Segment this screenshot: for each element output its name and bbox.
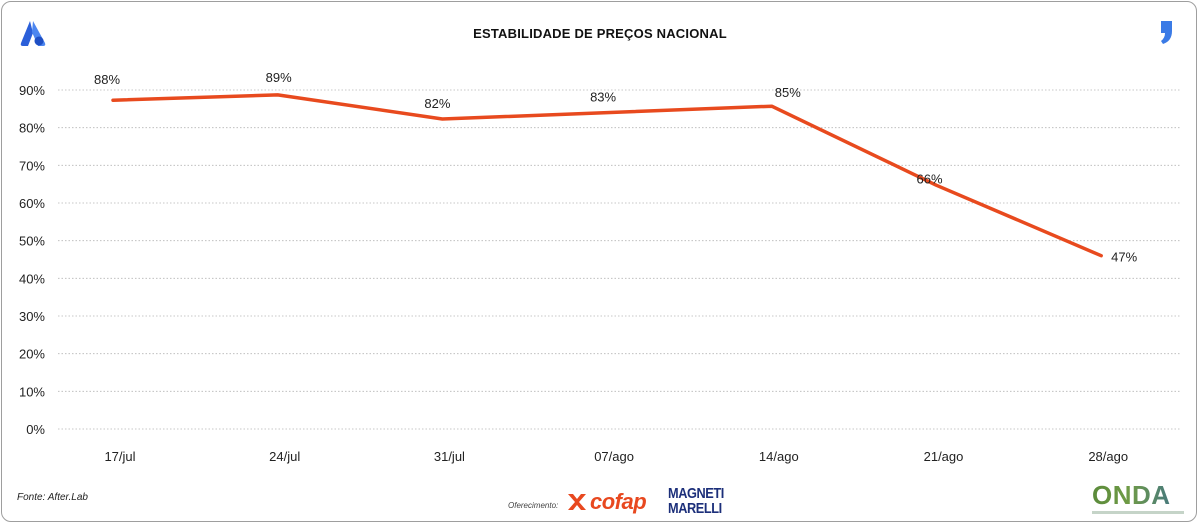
data-label: 47% <box>1111 250 1137 265</box>
series-line <box>111 93 1103 258</box>
x-tick-label: 28/ago <box>1088 449 1128 464</box>
y-tick-label: 60% <box>19 196 45 211</box>
x-tick-label: 21/ago <box>924 449 964 464</box>
data-label: 66% <box>916 171 942 186</box>
offer-label: Oferecimento: <box>508 501 559 510</box>
data-label: 83% <box>590 90 616 105</box>
cofap-wordmark: cofap <box>590 489 647 514</box>
marelli-wordmark: MARELLI <box>668 500 722 517</box>
x-tick-label: 17/jul <box>104 449 135 464</box>
x-tick-label: 31/jul <box>434 449 465 464</box>
x-tick-label: 07/ago <box>594 449 634 464</box>
y-tick-label: 70% <box>19 158 45 173</box>
y-tick-label: 40% <box>19 271 45 286</box>
y-tick-label: 50% <box>19 234 45 249</box>
y-tick-label: 80% <box>19 121 45 136</box>
data-label: 82% <box>424 96 450 111</box>
source-note: Fonte: After.Lab <box>17 492 88 503</box>
y-tick-label: 20% <box>19 347 45 362</box>
onda-wordmark: ONDA <box>1092 482 1184 508</box>
cofap-logo: cofap <box>566 489 647 514</box>
cofap-mark-icon <box>568 494 586 510</box>
onda-logo: ONDA <box>1092 482 1184 518</box>
onda-tagline-strip <box>1092 511 1184 514</box>
x-tick-label: 24/jul <box>269 449 300 464</box>
data-label: 88% <box>94 72 120 87</box>
x-tick-label: 14/ago <box>759 449 799 464</box>
y-tick-label: 0% <box>26 422 45 437</box>
data-label: 89% <box>266 70 292 85</box>
magneti-marelli-logo: MAGNETI MARELLI <box>668 486 732 518</box>
chart-title: ESTABILIDADE DE PREÇOS NACIONAL <box>473 26 727 41</box>
a-brand-icon <box>20 21 46 46</box>
y-tick-label: 90% <box>19 83 45 98</box>
y-tick-label: 10% <box>19 384 45 399</box>
quote-mark-icon <box>1161 21 1172 44</box>
magneti-wordmark: MAGNETI <box>668 485 724 502</box>
y-tick-label: 30% <box>19 309 45 324</box>
data-label: 85% <box>775 85 801 100</box>
